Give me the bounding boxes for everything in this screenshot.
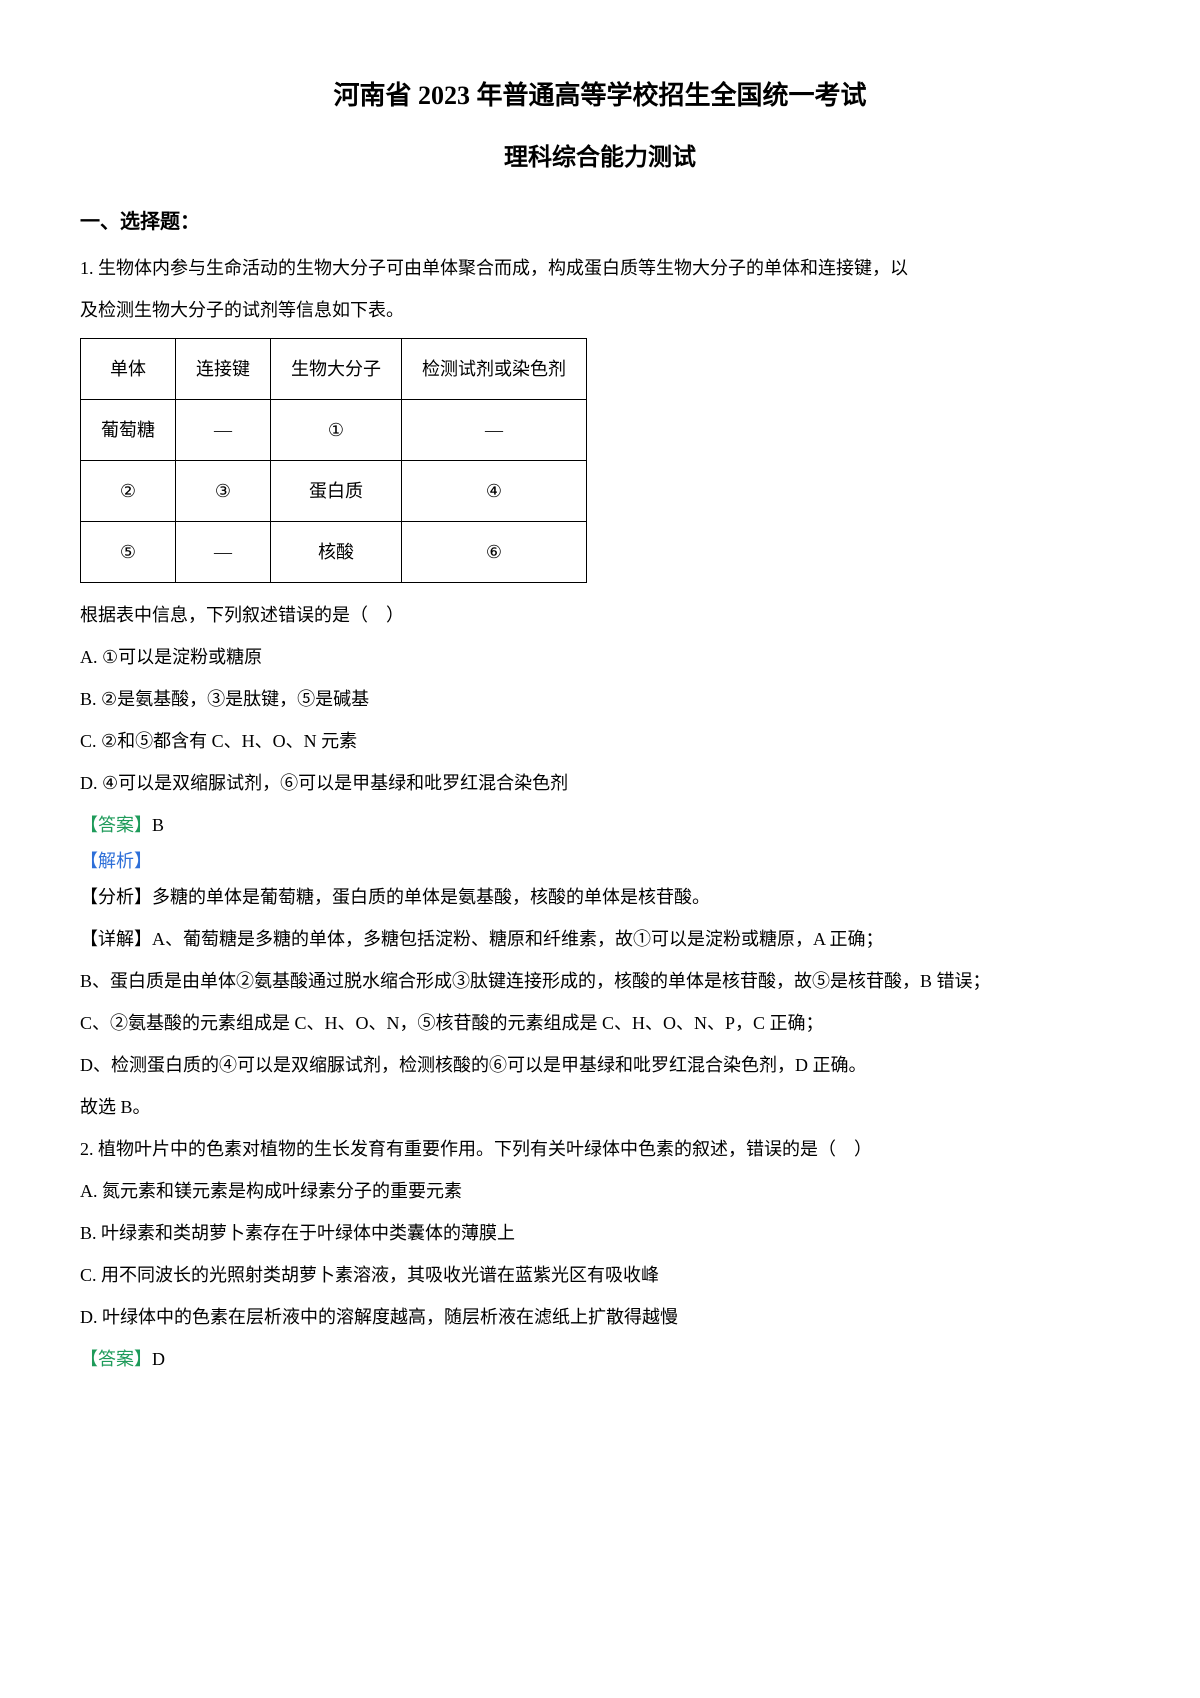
q2-stem: 2. 植物叶片中的色素对植物的生长发育有重要作用。下列有关叶绿体中色素的叙述，错… — [80, 1131, 1120, 1167]
page-title-2: 理科综合能力测试 — [80, 134, 1120, 182]
q1-option-d: D. ④可以是双缩脲试剂，⑥可以是甲基绿和吡罗红混合染色剂 — [80, 765, 1120, 801]
table-cell: 核酸 — [271, 522, 402, 583]
q2-answer: 【答案】D — [80, 1341, 1120, 1377]
table-row: 单体 连接键 生物大分子 检测试剂或染色剂 — [81, 339, 587, 400]
q1-option-a: A. ①可以是淀粉或糖原 — [80, 639, 1120, 675]
table-cell: 检测试剂或染色剂 — [402, 339, 587, 400]
q1-analysis-line: 故选 B。 — [80, 1089, 1120, 1125]
q1-analysis-line: C、②氨基酸的元素组成是 C、H、O、N，⑤核苷酸的元素组成是 C、H、O、N、… — [80, 1005, 1120, 1041]
table-cell: ③ — [176, 461, 271, 522]
q1-table: 单体 连接键 生物大分子 检测试剂或染色剂 葡萄糖 — ① — ② ③ 蛋白质 … — [80, 338, 587, 583]
table-cell: — — [402, 400, 587, 461]
table-cell: 连接键 — [176, 339, 271, 400]
q2-option-c: C. 用不同波长的光照射类胡萝卜素溶液，其吸收光谱在蓝紫光区有吸收峰 — [80, 1257, 1120, 1293]
table-row: ⑤ — 核酸 ⑥ — [81, 522, 587, 583]
q1-stem-2: 及检测生物大分子的试剂等信息如下表。 — [80, 292, 1120, 328]
table-cell: ① — [271, 400, 402, 461]
q1-analysis-line: B、蛋白质是由单体②氨基酸通过脱水缩合形成③肽键连接形成的，核酸的单体是核苷酸，… — [80, 963, 1120, 999]
table-row: ② ③ 蛋白质 ④ — [81, 461, 587, 522]
page-title-1: 河南省 2023 年普通高等学校招生全国统一考试 — [80, 70, 1120, 122]
q1-option-b: B. ②是氨基酸，③是肽键，⑤是碱基 — [80, 681, 1120, 717]
table-cell: ④ — [402, 461, 587, 522]
table-cell: 葡萄糖 — [81, 400, 176, 461]
table-cell: ② — [81, 461, 176, 522]
answer-value: B — [152, 815, 164, 835]
q2-option-d: D. 叶绿体中的色素在层析液中的溶解度越高，随层析液在滤纸上扩散得越慢 — [80, 1299, 1120, 1335]
table-row: 葡萄糖 — ① — — [81, 400, 587, 461]
table-cell: — — [176, 522, 271, 583]
q1-post-table: 根据表中信息，下列叙述错误的是（ ） — [80, 597, 1120, 633]
answer-label: 【答案】 — [80, 1349, 152, 1369]
answer-label: 【答案】 — [80, 815, 152, 835]
q1-analysis-label: 【解析】 — [80, 843, 1120, 879]
q2-option-b: B. 叶绿素和类胡萝卜素存在于叶绿体中类囊体的薄膜上 — [80, 1215, 1120, 1251]
section-heading: 一、选择题： — [80, 202, 1120, 242]
answer-value: D — [152, 1349, 165, 1369]
q1-stem-1: 1. 生物体内参与生命活动的生物大分子可由单体聚合而成，构成蛋白质等生物大分子的… — [80, 250, 1120, 286]
q1-answer: 【答案】B — [80, 807, 1120, 843]
table-cell: 单体 — [81, 339, 176, 400]
analysis-label: 【解析】 — [80, 851, 152, 871]
table-cell: 生物大分子 — [271, 339, 402, 400]
q1-analysis-line: D、检测蛋白质的④可以是双缩脲试剂，检测核酸的⑥可以是甲基绿和吡罗红混合染色剂，… — [80, 1047, 1120, 1083]
q1-option-c: C. ②和⑤都含有 C、H、O、N 元素 — [80, 723, 1120, 759]
table-cell: ⑤ — [81, 522, 176, 583]
table-cell: — — [176, 400, 271, 461]
q1-analysis-line: 【分析】多糖的单体是葡萄糖，蛋白质的单体是氨基酸，核酸的单体是核苷酸。 — [80, 879, 1120, 915]
q1-analysis-line: 【详解】A、葡萄糖是多糖的单体，多糖包括淀粉、糖原和纤维素，故①可以是淀粉或糖原… — [80, 921, 1120, 957]
q2-option-a: A. 氮元素和镁元素是构成叶绿素分子的重要元素 — [80, 1173, 1120, 1209]
table-cell: ⑥ — [402, 522, 587, 583]
table-cell: 蛋白质 — [271, 461, 402, 522]
